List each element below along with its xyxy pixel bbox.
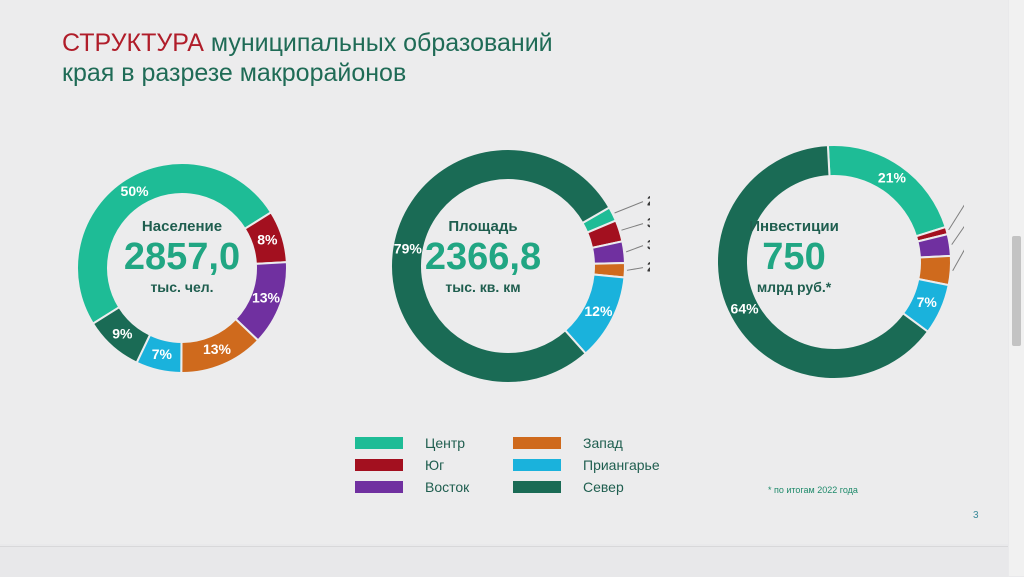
legend-label-center: Центр xyxy=(425,435,466,451)
page-number: 3 xyxy=(973,510,979,521)
legend-item-east: Восток xyxy=(355,479,469,495)
title-accent: СТРУКТУРА xyxy=(62,29,204,57)
slice-label-north: 64% xyxy=(731,301,760,317)
slide: СТРУКТУРА муниципальных образований края… xyxy=(62,28,979,521)
legend-swatch-south xyxy=(355,459,403,471)
legend-label-west: Запад xyxy=(583,435,623,451)
slice-label-west: 13% xyxy=(203,341,232,357)
callout-line-south xyxy=(621,223,644,231)
population-center: Население 2857,0 тыс. чел. xyxy=(112,218,252,295)
slice-label-center: 50% xyxy=(121,183,150,199)
slice-north xyxy=(390,148,611,384)
slice-center xyxy=(76,162,273,326)
slice-label-south: 3% xyxy=(647,214,650,230)
area-value: 2366,8 xyxy=(424,236,542,278)
investments-unit: млрд руб.* xyxy=(756,279,832,295)
next-slide-preview xyxy=(0,546,1008,577)
legend-label-priangarye: Приангарье xyxy=(583,457,660,473)
legend-label-east: Восток xyxy=(425,479,470,495)
slice-north xyxy=(716,144,930,380)
area-unit: тыс. кв. км xyxy=(445,279,521,295)
slice-label-north: 79% xyxy=(394,240,423,256)
slice-label-north: 9% xyxy=(112,325,133,341)
area-center: Площадь 2366,8 тыс. кв. км xyxy=(413,218,553,295)
slice-label-priangarye: 12% xyxy=(584,303,613,319)
callout-line-center xyxy=(614,201,644,214)
scrollbar[interactable] xyxy=(1009,0,1024,576)
callout-line-east xyxy=(625,245,644,253)
slice-label-center: 21% xyxy=(878,169,907,185)
investments-center: Инвестиции 750 млрд руб.* xyxy=(724,218,864,295)
population-value: 2857,0 xyxy=(123,236,241,278)
legend-label-south: Юг xyxy=(425,457,445,473)
donut-chart-investments: 21%1%3%4%7%64% xyxy=(716,144,964,380)
slice-label-priangarye: 7% xyxy=(152,346,173,362)
callout-line-south xyxy=(948,204,964,231)
investments-value: 750 xyxy=(762,236,826,278)
slide-title: СТРУКТУРА муниципальных образований края… xyxy=(62,28,553,88)
legend-item-south: Юг xyxy=(355,457,444,473)
slice-label-east: 3% xyxy=(647,236,650,252)
slice-label-center: 2% xyxy=(647,192,650,208)
legend-item-north: Север xyxy=(513,479,624,495)
legend-swatch-north xyxy=(513,481,561,493)
title-line1: муниципальных образований xyxy=(203,29,553,57)
legend-item-west: Запад xyxy=(513,435,623,451)
footnote: * по итогам 2022 года xyxy=(768,485,858,495)
callout-line-west xyxy=(952,249,964,271)
slice-label-priangarye: 7% xyxy=(917,294,938,310)
area-name: Площадь xyxy=(448,218,518,235)
callout-line-east xyxy=(951,225,964,245)
legend-swatch-east xyxy=(355,481,403,493)
population-unit: тыс. чел. xyxy=(150,279,214,295)
legend-swatch-center xyxy=(355,437,403,449)
slice-label-south: 8% xyxy=(257,232,278,248)
legend-item-priangarye: Приангарье xyxy=(513,457,660,473)
slice-label-east: 13% xyxy=(252,290,281,306)
callout-line-west xyxy=(626,267,644,271)
slice-label-west: 2% xyxy=(647,258,650,274)
population-name: Население xyxy=(141,218,223,235)
scrollbar-thumb[interactable] xyxy=(1012,236,1021,346)
legend-swatch-priangarye xyxy=(513,459,561,471)
investments-name: Инвестиции xyxy=(749,218,839,235)
legend-swatch-west xyxy=(513,437,561,449)
donut-chart-population: 50% 8% 13% 13% 7% 9% xyxy=(76,162,288,375)
donut-chart-area: 2% 3% 3% 2% 12% 79% xyxy=(390,148,650,384)
title-line2: края в разрезе макрорайонов xyxy=(62,59,407,87)
legend-item-center: Центр xyxy=(355,435,465,451)
legend-label-north: Север xyxy=(583,479,624,495)
slice-north xyxy=(91,305,152,365)
